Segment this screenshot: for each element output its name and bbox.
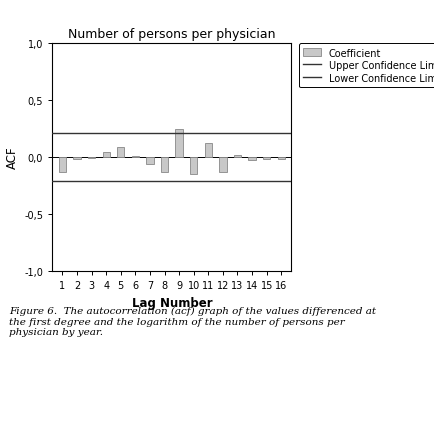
Bar xyxy=(102,153,109,158)
Bar xyxy=(73,158,80,160)
Bar xyxy=(146,158,153,165)
Y-axis label: ACF: ACF xyxy=(6,146,19,169)
Bar xyxy=(248,158,255,161)
Bar xyxy=(117,148,124,158)
Bar xyxy=(204,144,211,158)
Title: Number of persons per physician: Number of persons per physician xyxy=(68,28,275,41)
Bar xyxy=(161,158,168,173)
Bar xyxy=(132,156,139,158)
Legend: Coefficient, Upper Confidence Limit, Lower Confidence Limit: Coefficient, Upper Confidence Limit, Low… xyxy=(298,44,434,88)
Bar xyxy=(190,158,197,175)
Bar xyxy=(59,158,66,173)
Text: Figure 6.  The autocorrelation (acf) graph of the values differenced at
the firs: Figure 6. The autocorrelation (acf) grap… xyxy=(9,307,375,336)
Bar xyxy=(175,129,182,158)
Bar xyxy=(277,158,284,160)
X-axis label: Lag Number: Lag Number xyxy=(131,296,212,309)
Bar xyxy=(263,158,270,160)
Bar xyxy=(88,158,95,159)
Bar xyxy=(233,155,240,158)
Bar xyxy=(219,158,226,173)
